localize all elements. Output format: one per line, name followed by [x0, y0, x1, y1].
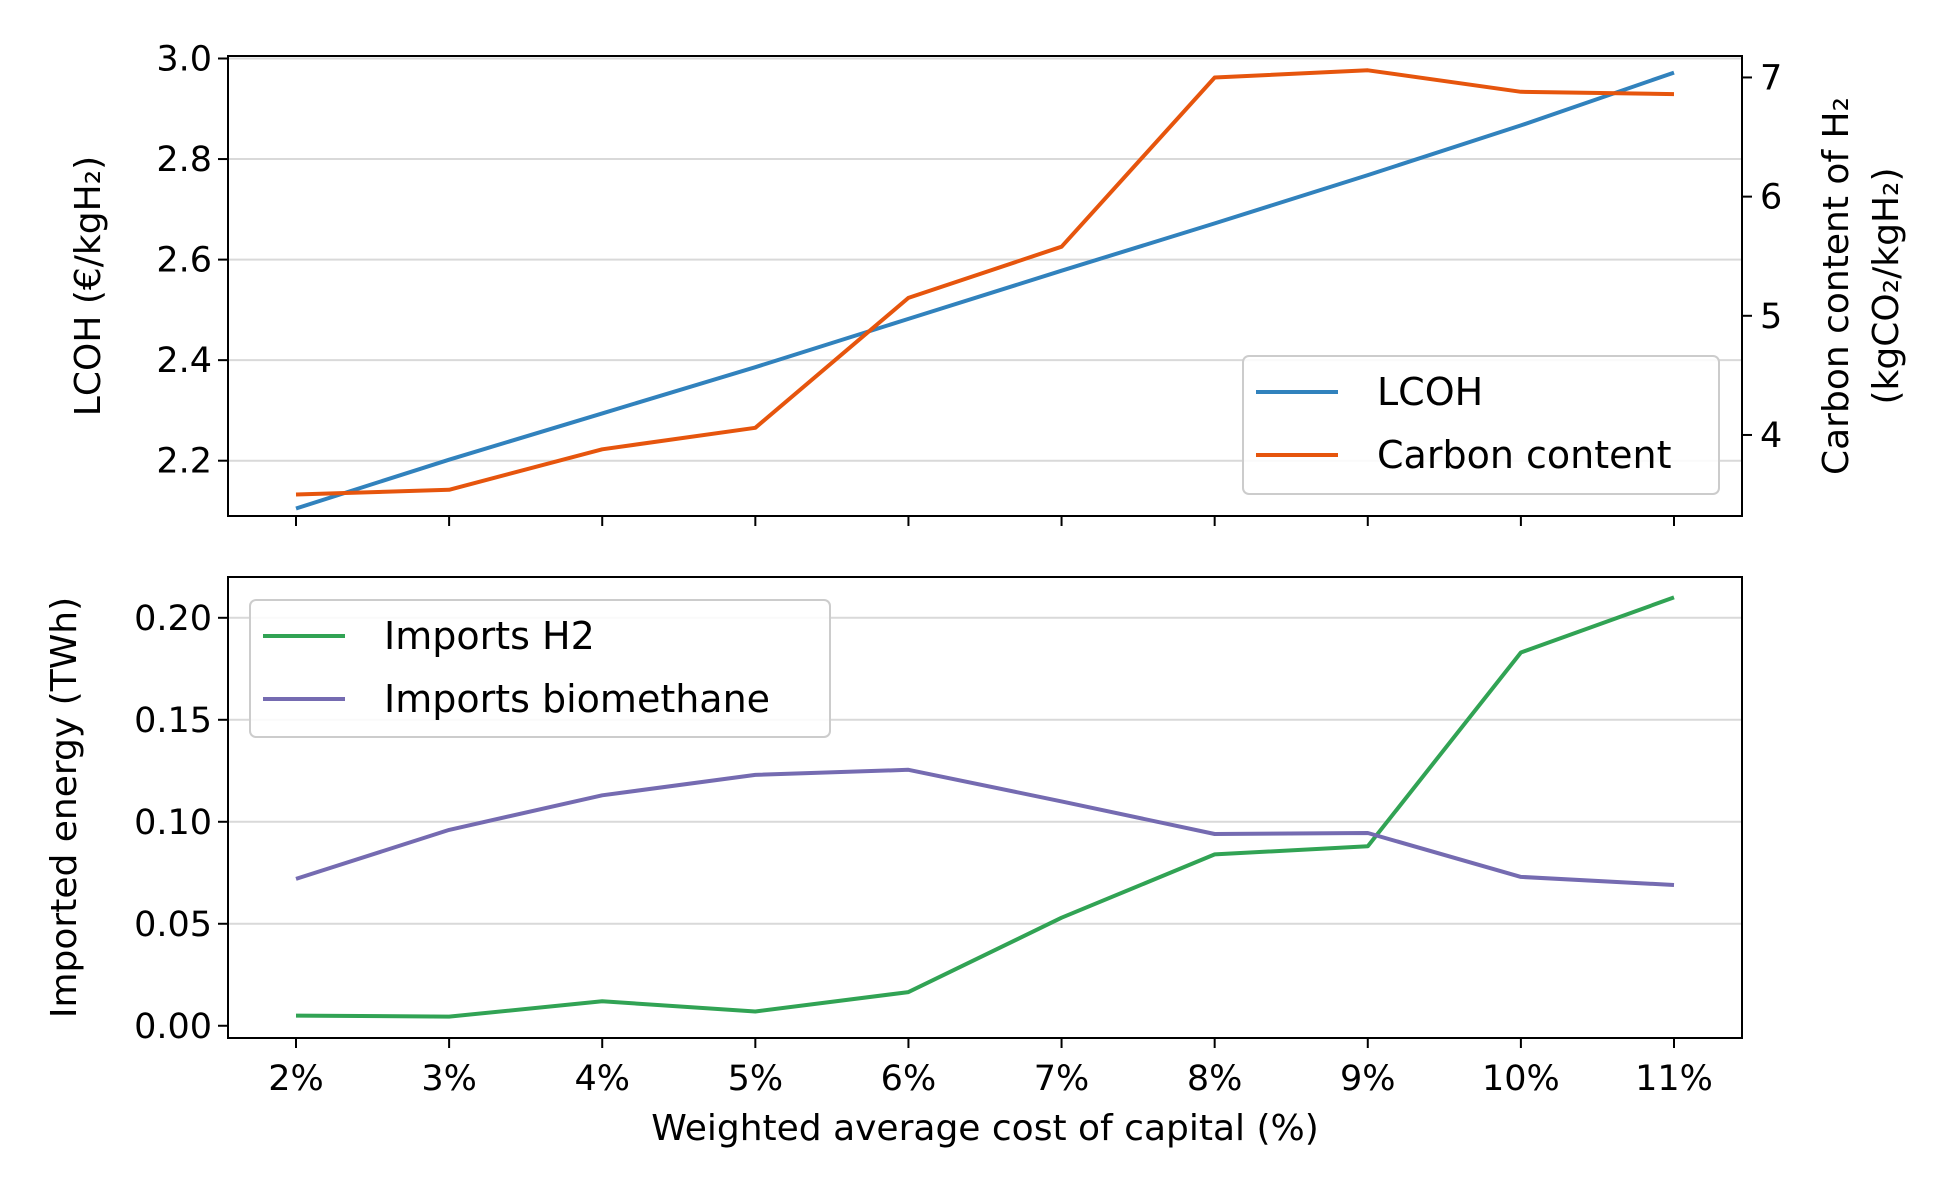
x-tick-label: 4%	[574, 1059, 630, 1099]
x-axis-label: Weighted average cost of capital (%)	[651, 1108, 1319, 1149]
y-tick-label: 0.20	[134, 599, 212, 639]
y2-tick-label: 5	[1760, 297, 1782, 337]
y2-tick-label: 4	[1760, 416, 1782, 456]
legend-label: LCOH	[1377, 370, 1483, 414]
legend-label: Carbon content	[1377, 433, 1671, 477]
y-tick-label: 2.4	[156, 341, 212, 381]
x-tick-label: 6%	[881, 1059, 937, 1099]
y-tick-label: 2.6	[156, 241, 212, 281]
series-line-imports-biomethane	[295, 767, 1675, 887]
y-axis-label: LCOH (€/kgH₂)	[68, 156, 109, 416]
y-tick-label: 0.00	[134, 1007, 212, 1047]
x-tick-label: 10%	[1482, 1059, 1560, 1099]
x-tick-label: 11%	[1635, 1059, 1713, 1099]
y-tick-label: 0.05	[134, 905, 212, 945]
bottom-panel: 0.00 0.05 0.10 0.15 0.20 2% 3% 4% 5% 6% 7% 8% 9% 10% 1…	[44, 576, 1743, 1149]
plot-frame	[227, 55, 1743, 517]
y2-axis-label-unit: (kgCO₂/kgH₂)	[1866, 167, 1907, 404]
y-tick-label: 0.15	[134, 701, 212, 741]
y2-axis-label: Carbon content of H₂	[1816, 97, 1857, 475]
top-panel: 2.2 2.4 2.6 2.8 3.0 4 5 6 7 LCOH (€/kgH₂) Carbon c…	[68, 40, 1907, 526]
y-axis-label: Imported energy (TWh)	[44, 597, 85, 1018]
x-tick-label: 5%	[728, 1059, 784, 1099]
x-tick-label: 8%	[1187, 1059, 1243, 1099]
plot-frame	[227, 576, 1743, 1039]
legend-label: Imports H2	[384, 614, 595, 658]
x-tick-label: 3%	[421, 1059, 477, 1099]
y-tick-label: 2.2	[156, 442, 212, 482]
y-tick-label: 0.10	[134, 803, 212, 843]
series-line-imports-h2	[295, 595, 1675, 1019]
legend-box	[1242, 355, 1720, 495]
y2-tick-label: 6	[1760, 178, 1782, 218]
x-tick-label: 9%	[1340, 1059, 1396, 1099]
series-line-carbon-content	[295, 68, 1675, 497]
y-tick-label: 3.0	[156, 40, 212, 80]
y-tick-label: 2.8	[156, 140, 212, 180]
x-tick-label: 2%	[268, 1059, 324, 1099]
y2-tick-label: 7	[1760, 58, 1782, 98]
x-tick-label: 7%	[1034, 1059, 1090, 1099]
legend-label: Imports biomethane	[384, 677, 770, 721]
series-line-lcoh	[295, 70, 1675, 511]
legend-box	[249, 599, 831, 738]
